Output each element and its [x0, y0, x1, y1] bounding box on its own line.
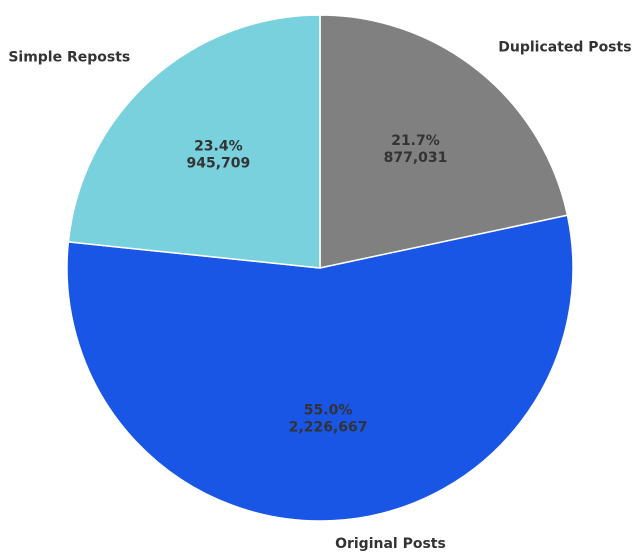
slice-label: Simple Reposts	[8, 50, 130, 66]
value-label: 945,709	[186, 155, 250, 171]
pie-slice	[66, 214, 574, 522]
slice-label: Duplicated Posts	[498, 40, 631, 56]
value-label: 2,226,667	[289, 420, 368, 436]
percent-label: 23.4%	[194, 138, 243, 154]
value-label: 877,031	[384, 150, 448, 166]
percent-label: 21.7%	[391, 133, 440, 149]
slice-label: Original Posts	[335, 536, 446, 552]
pie-slice	[319, 14, 569, 269]
pie-slice	[67, 14, 321, 269]
percent-label: 55.0%	[304, 403, 353, 419]
